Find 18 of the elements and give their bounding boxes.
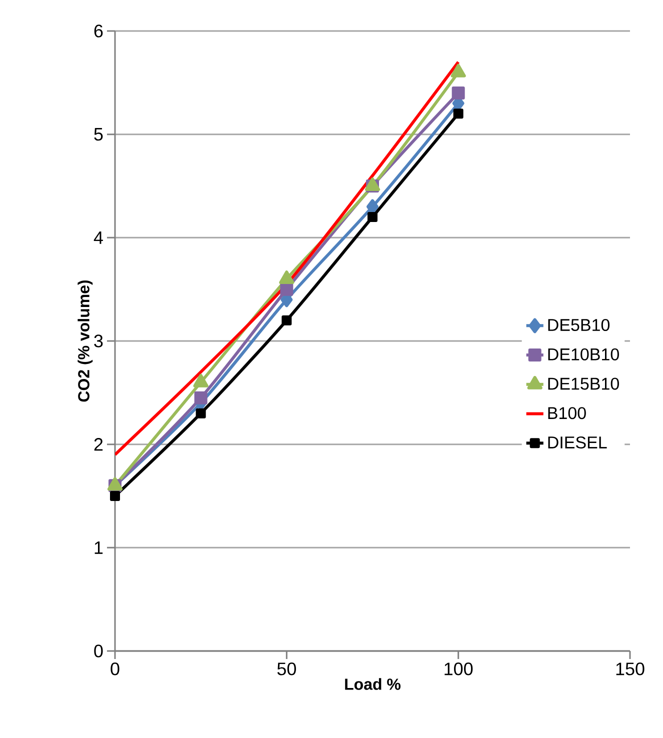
legend-label: DIESEL <box>548 436 607 448</box>
legend-label: DE15B10 <box>548 378 619 390</box>
y-tick-label: 4 <box>94 231 103 244</box>
legend-label: DE10B10 <box>548 348 619 360</box>
y-tick-label: 2 <box>94 438 103 451</box>
y-tick-label: 1 <box>94 541 103 554</box>
x-tick-label: 150 <box>616 662 644 676</box>
legend-label: B100 <box>548 407 586 420</box>
x-tick-label: 100 <box>444 662 473 676</box>
x-tick-label: 0 <box>110 662 120 676</box>
y-tick-label: 3 <box>94 334 103 348</box>
y-tick-label: 0 <box>94 644 103 658</box>
x-axis-title: Load % <box>345 678 401 690</box>
x-tick-label: 50 <box>277 662 296 676</box>
y-axis-title: CO2 (% volume) <box>78 280 93 402</box>
y-tick-label: 6 <box>94 24 103 38</box>
y-tick-label: 5 <box>94 128 103 141</box>
legend-label: DE5B10 <box>548 318 610 332</box>
